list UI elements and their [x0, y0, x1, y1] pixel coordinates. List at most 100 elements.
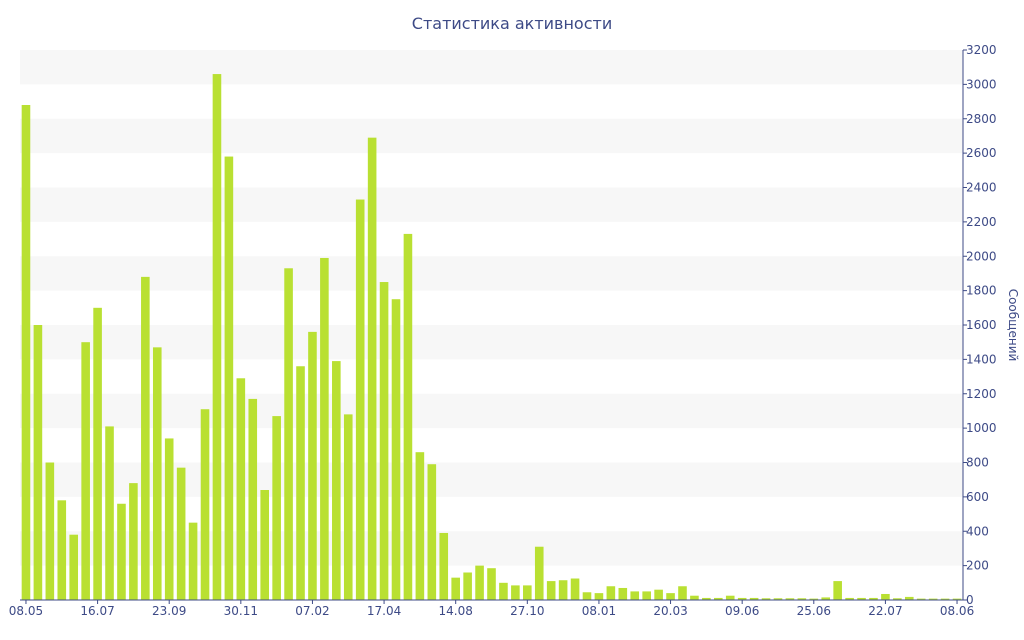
bar	[606, 586, 616, 600]
y-tick-label: 800	[966, 456, 989, 470]
bar	[367, 137, 377, 600]
bar	[904, 596, 914, 600]
grid-band	[20, 393, 963, 429]
y-tick-label: 1800	[966, 284, 997, 298]
y-tick-label: 3000	[966, 77, 997, 91]
bar	[773, 598, 783, 600]
bar	[511, 585, 520, 600]
y-tick-label: 2400	[966, 181, 997, 195]
bar	[439, 532, 449, 600]
bar	[642, 591, 651, 600]
x-tick-label: 23.09	[152, 604, 186, 618]
bar	[487, 568, 496, 600]
x-tick-label: 25.06	[797, 604, 831, 618]
y-tick-label: 3200	[966, 43, 997, 57]
x-tick-label: 07.02	[295, 604, 329, 618]
grid-band	[20, 50, 963, 85]
bar	[463, 572, 472, 600]
bar	[343, 414, 353, 600]
bar	[248, 398, 258, 600]
bar	[725, 595, 735, 600]
y-tick-label: 400	[966, 524, 989, 538]
x-tick-label: 16.07	[80, 604, 114, 618]
chart-title: Статистика активности	[411, 14, 613, 33]
x-tick-label: 17.04	[367, 604, 401, 618]
bar	[45, 462, 55, 600]
bar	[403, 233, 413, 600]
bar	[69, 534, 79, 600]
y-axis-title: Сообщений	[1006, 289, 1020, 362]
bar	[594, 593, 604, 600]
grid-band	[20, 256, 963, 291]
y-tick-label: 2000	[966, 249, 997, 263]
bar	[761, 598, 771, 600]
x-tick-label: 14.08	[439, 604, 473, 618]
bar	[678, 586, 687, 600]
bar	[809, 598, 819, 600]
grid-band	[20, 325, 963, 360]
bar	[737, 597, 747, 600]
bar	[797, 598, 807, 600]
bar	[523, 585, 532, 600]
bar	[21, 105, 31, 600]
bar	[940, 598, 950, 600]
y-tick-label: 1000	[966, 421, 997, 435]
bar	[236, 378, 246, 600]
y-tick-label: 2600	[966, 146, 997, 160]
bar	[415, 452, 425, 600]
x-axis-ticks: 08.05 16.07 23.09 30.11 07.02 17.04 14.08 27.10…	[9, 600, 974, 618]
bar	[224, 156, 234, 600]
y-tick-label: 2800	[966, 112, 997, 126]
bar	[212, 74, 222, 600]
y-tick-label: 2200	[966, 215, 997, 229]
bar	[534, 546, 544, 600]
bar	[702, 597, 711, 600]
bar	[81, 342, 90, 600]
bar	[355, 199, 365, 600]
grid-band	[20, 187, 963, 222]
bar	[821, 597, 831, 600]
bar	[845, 597, 854, 600]
bar	[893, 598, 902, 600]
x-tick-label: 27.10	[510, 604, 544, 618]
bar	[475, 565, 484, 600]
bar	[630, 591, 640, 600]
y-tick-label: 1600	[966, 318, 997, 332]
bar	[332, 361, 341, 600]
bar	[308, 331, 317, 600]
x-tick-label: 08.06	[940, 604, 974, 618]
bar	[284, 268, 293, 600]
bar	[260, 490, 269, 600]
bar	[499, 582, 508, 600]
bar	[558, 580, 568, 600]
bar	[296, 366, 305, 600]
bar	[57, 500, 67, 600]
bar	[152, 347, 162, 600]
x-tick-label: 30.11	[224, 604, 258, 618]
y-tick-label: 1400	[966, 352, 997, 366]
bar	[391, 299, 401, 600]
bar	[881, 593, 890, 600]
x-tick-label: 09.06	[725, 604, 759, 618]
bar	[654, 589, 663, 600]
bar	[272, 416, 281, 600]
bar	[320, 257, 329, 600]
y-tick-label: 200	[966, 559, 989, 573]
bar	[117, 503, 126, 600]
bar	[379, 282, 389, 600]
bar	[582, 592, 592, 600]
grid-band	[20, 118, 963, 154]
bar	[427, 464, 437, 600]
y-tick-label: 600	[966, 490, 989, 504]
bar	[833, 581, 842, 600]
y-axis-ticks: 0 200 400 600 800 1000 1200 1400 1600 1800 2000 220…	[963, 43, 997, 607]
bar	[869, 597, 878, 600]
bar	[690, 595, 699, 600]
bar	[33, 325, 43, 600]
bar	[546, 581, 556, 600]
bar	[618, 587, 628, 600]
x-tick-label: 22.07	[868, 604, 902, 618]
bars	[21, 74, 962, 600]
bar	[857, 597, 866, 600]
